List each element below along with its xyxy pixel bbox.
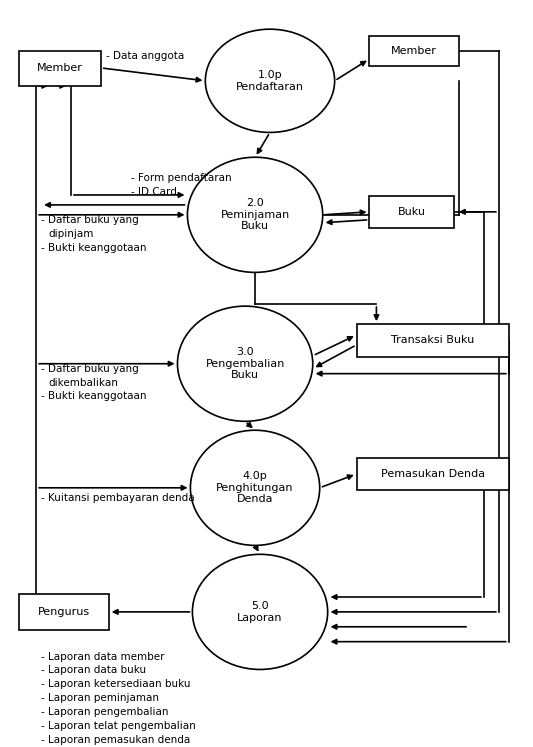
Ellipse shape (190, 430, 320, 545)
Text: - Laporan pengembalian: - Laporan pengembalian (41, 707, 168, 717)
Bar (357, 458, 508, 490)
Text: - Laporan data member: - Laporan data member (41, 651, 165, 662)
Bar (369, 196, 454, 228)
Text: 5.0
Laporan: 5.0 Laporan (237, 601, 283, 623)
Bar (19, 594, 109, 630)
Text: - Laporan pemasukan denda: - Laporan pemasukan denda (41, 735, 190, 745)
Text: - Daftar buku yang: - Daftar buku yang (41, 215, 139, 225)
Text: Member: Member (37, 63, 83, 73)
Text: - ID Card: - ID Card (131, 187, 176, 197)
Ellipse shape (205, 29, 335, 132)
Text: - Bukti keanggotaan: - Bukti keanggotaan (41, 243, 147, 252)
Text: 4.0p
Penghitungan
Denda: 4.0p Penghitungan Denda (216, 471, 294, 504)
Ellipse shape (188, 157, 322, 273)
Text: 1.0p
Pendaftaran: 1.0p Pendaftaran (236, 70, 304, 92)
Text: Member: Member (391, 46, 437, 56)
Text: Transaksi Buku: Transaksi Buku (391, 335, 474, 345)
Text: - Laporan data buku: - Laporan data buku (41, 666, 146, 675)
Text: Pengurus: Pengurus (38, 607, 90, 617)
Bar (369, 36, 459, 66)
Bar (19, 51, 101, 86)
Text: dipinjam: dipinjam (48, 229, 93, 239)
Text: - Bukti keanggotaan: - Bukti keanggotaan (41, 391, 147, 401)
Bar (357, 324, 508, 357)
Text: - Laporan telat pengembalian: - Laporan telat pengembalian (41, 721, 196, 731)
Text: 2.0
Peminjaman
Buku: 2.0 Peminjaman Buku (221, 198, 289, 232)
Text: 3.0
Pengembalian
Buku: 3.0 Pengembalian Buku (205, 347, 285, 380)
Ellipse shape (177, 306, 313, 421)
Text: - Daftar buku yang: - Daftar buku yang (41, 364, 139, 374)
Text: Pemasukan Denda: Pemasukan Denda (381, 469, 484, 479)
Text: Buku: Buku (398, 207, 426, 217)
Text: - Laporan ketersediaan buku: - Laporan ketersediaan buku (41, 679, 191, 689)
Text: - Kuitansi pembayaran denda: - Kuitansi pembayaran denda (41, 493, 195, 503)
Text: - Data anggota: - Data anggota (106, 51, 184, 61)
Ellipse shape (192, 554, 328, 669)
Text: dikembalikan: dikembalikan (48, 377, 118, 388)
Text: - Laporan peminjaman: - Laporan peminjaman (41, 693, 159, 703)
Text: - Form pendaftaran: - Form pendaftaran (131, 173, 231, 183)
